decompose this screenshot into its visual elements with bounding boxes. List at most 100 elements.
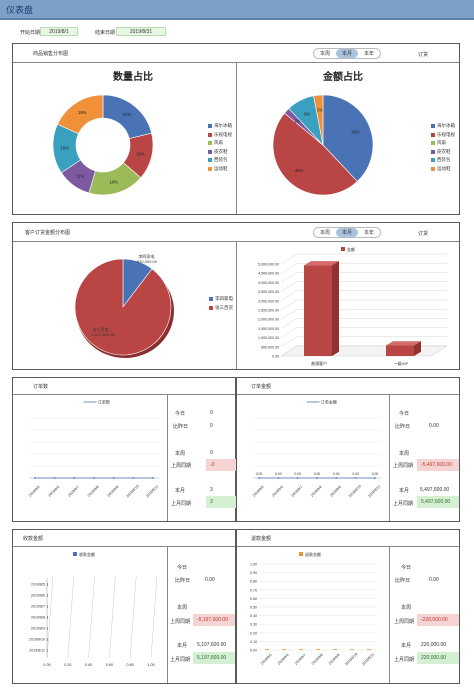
legend-swatch [209, 305, 213, 310]
receipts-bar-chart: 收款金额 2019/8/11 2019/8/10 2019/8/9 2019/8/8 20… [29, 551, 158, 667]
order-link[interactable]: 订货 [418, 231, 429, 237]
last-week-label: 上周同期 [393, 463, 414, 469]
vs-yesterday-value: 0 [210, 423, 213, 429]
gridline [280, 263, 298, 274]
legend-item: 乐视电视 [208, 131, 232, 140]
period-tabs: 本周 本月 本年 [313, 227, 381, 238]
data-point [335, 477, 338, 479]
data-label: 0.00 [352, 472, 359, 476]
data-point [152, 477, 154, 479]
start-date-field[interactable]: 2019/8/1 [40, 27, 78, 36]
y-tick-label: 0.20 [250, 631, 257, 635]
week-label: 本周 [399, 451, 410, 457]
last-month-value: 5,197,600.00 [193, 652, 235, 664]
tab-week[interactable]: 本周 [319, 51, 330, 57]
legend-swatch [431, 124, 435, 129]
tab-month[interactable]: 本月 [336, 228, 358, 237]
legend-swatch [341, 247, 345, 251]
last-week-value: -5,197,600.00 [193, 614, 235, 626]
last-week-label: 上周同期 [171, 463, 192, 469]
legend-item: 西装包 [431, 156, 455, 165]
vs-yesterday-label: 比昨日 [173, 424, 189, 430]
legend-label: 皮衣鞋 [214, 148, 228, 154]
last-week-value: -5,497,600.00 [417, 459, 459, 471]
legend-label: 皮衣鞋 [437, 148, 451, 154]
gridline [280, 318, 298, 329]
week-label: 本周 [175, 451, 186, 457]
orders-amount-panel: 订单金额 订单金额 2019/8/5 0.00 2019/8/6 0.00 2019/8/… [236, 377, 460, 522]
pie-slice [57, 94, 104, 135]
last-month-value: 220,000.00 [417, 652, 459, 664]
legend-label: 金额 [347, 246, 355, 252]
y-tick-label: 3,500,000.00 [258, 290, 279, 294]
data-label: 0.00 [256, 472, 263, 476]
legend-swatch [431, 149, 435, 154]
panel-title: 收款金额 [23, 536, 44, 542]
y-tick-label: 2019/8/9 [31, 627, 45, 631]
month-value: 3 [210, 487, 213, 493]
x-tick-label: 2019/8/5 [28, 485, 41, 498]
bar-top [386, 341, 421, 346]
end-date-field[interactable]: 2019/8/31 [116, 27, 166, 36]
bar [282, 649, 286, 650]
vs-yesterday-label: 比昨日 [395, 424, 411, 430]
bar-side [332, 261, 339, 356]
x-tick-label: 2019/8/9 [329, 485, 342, 498]
y-tick-label: 0.30 [250, 623, 257, 627]
gridline [280, 253, 298, 265]
legend-label: 订单数 [98, 399, 110, 405]
legend-swatch [431, 132, 435, 137]
y-tick-label: 2019/8/6 [31, 594, 45, 598]
tab-week[interactable]: 本周 [319, 230, 330, 236]
bar [265, 649, 269, 650]
x-tick-label: 2019/8/5 [260, 653, 273, 666]
order-link[interactable]: 订货 [418, 52, 429, 58]
legend-swatch [431, 166, 435, 171]
x-tick-label: 0.20 [64, 663, 71, 667]
pie-slice [322, 94, 374, 182]
legend-label: 乐视电视 [214, 131, 232, 137]
y-tick-label: 0.40 [250, 614, 257, 618]
y-tick-label: 2019/8/8 [31, 616, 45, 620]
legend-item: 运动鞋 [431, 165, 455, 174]
app-title: 仪表盘 [0, 0, 474, 20]
quantity-legend: 海尔冰箱 乐视电视 风扇 皮衣鞋 西装包 运动鞋 [208, 122, 232, 173]
last-week-value: -220,000.00 [417, 614, 459, 626]
legend-label: 风扇 [214, 140, 223, 146]
last-month-value: 3 [206, 496, 236, 508]
x-tick-label: 0.00 [43, 663, 50, 667]
tab-year[interactable]: 本年 [363, 51, 374, 57]
data-label: 0.00 [294, 472, 301, 476]
bar [386, 345, 414, 356]
amount-donut-chart: 38% 48% 2% 9% 3% [272, 94, 374, 196]
orders-count-line-chart: 订单数 2019/8/5 2019/8/6 2019/8/7 2019/8/8 2019/… [28, 399, 159, 499]
legend-swatch [208, 158, 212, 163]
vs-yesterday-value: 0.00 [205, 577, 215, 583]
legend-swatch [208, 124, 212, 129]
x-tick-label: 2019/8/7 [291, 485, 304, 498]
last-week-label: 上周同期 [394, 619, 415, 625]
customer-pie-chart: 李四家电,570,000.00 张三百货,4,927,600.00 [74, 253, 174, 358]
y-tick-label: 3,000,000.00 [258, 299, 279, 303]
gridline [109, 575, 116, 659]
vs-yesterday-value: 0.00 [429, 423, 439, 429]
tab-year[interactable]: 本年 [363, 230, 374, 236]
y-tick-label: 0.10 [250, 640, 257, 644]
legend-item: 风扇 [431, 139, 455, 148]
month-value: 5,197,600.00 [197, 642, 227, 648]
slice-label: 570,000.00 [137, 259, 158, 264]
period-tabs: 本周 本月 本年 [313, 48, 381, 59]
y-tick-label: 0.60 [250, 597, 257, 601]
last-month-label: 上月同期 [171, 501, 192, 507]
legend-label: 运动鞋 [214, 165, 228, 171]
tab-month[interactable]: 本月 [336, 49, 358, 58]
y-tick-label: 0.00 [272, 355, 279, 359]
bar [367, 649, 371, 650]
slice-label: 18% [78, 110, 87, 115]
x-tick-label: 0.40 [85, 663, 92, 667]
x-tick-label: 2019/8/6 [277, 653, 290, 666]
gridline [150, 575, 158, 659]
bar [47, 627, 48, 630]
vs-yesterday-label: 比昨日 [175, 578, 191, 584]
y-tick-label: 1.00 [250, 563, 257, 567]
